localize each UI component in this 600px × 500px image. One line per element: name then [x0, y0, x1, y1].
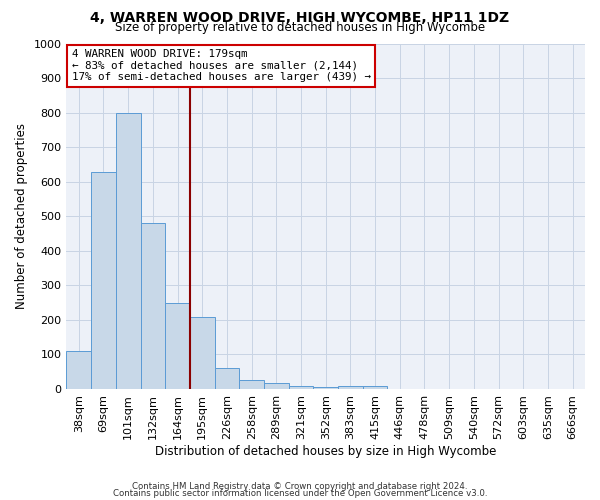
Bar: [313, 387, 338, 389]
Bar: [264, 383, 289, 389]
Bar: [67, 351, 91, 389]
Bar: [190, 316, 215, 389]
Bar: [140, 224, 165, 389]
Bar: [165, 302, 190, 389]
Text: Size of property relative to detached houses in High Wycombe: Size of property relative to detached ho…: [115, 22, 485, 35]
X-axis label: Distribution of detached houses by size in High Wycombe: Distribution of detached houses by size …: [155, 444, 496, 458]
Text: Contains public sector information licensed under the Open Government Licence v3: Contains public sector information licen…: [113, 490, 487, 498]
Bar: [289, 386, 313, 389]
Bar: [338, 386, 363, 389]
Y-axis label: Number of detached properties: Number of detached properties: [15, 124, 28, 310]
Bar: [91, 172, 116, 389]
Bar: [239, 380, 264, 389]
Text: 4 WARREN WOOD DRIVE: 179sqm
← 83% of detached houses are smaller (2,144)
17% of : 4 WARREN WOOD DRIVE: 179sqm ← 83% of det…: [71, 49, 371, 82]
Text: Contains HM Land Registry data © Crown copyright and database right 2024.: Contains HM Land Registry data © Crown c…: [132, 482, 468, 491]
Bar: [116, 113, 140, 389]
Bar: [215, 368, 239, 389]
Bar: [363, 386, 388, 389]
Text: 4, WARREN WOOD DRIVE, HIGH WYCOMBE, HP11 1DZ: 4, WARREN WOOD DRIVE, HIGH WYCOMBE, HP11…: [91, 11, 509, 25]
